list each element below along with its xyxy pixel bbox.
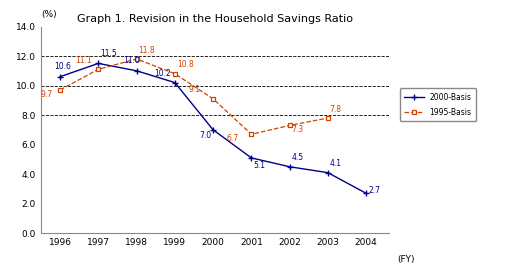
Text: 5.1: 5.1 [253,161,265,170]
Text: 11.1: 11.1 [75,56,92,65]
Text: 11.8: 11.8 [139,46,155,55]
Text: 7.0: 7.0 [200,131,212,140]
Text: 9.7: 9.7 [41,90,53,99]
Text: (%): (%) [41,10,57,19]
Text: 4.5: 4.5 [291,153,304,162]
Legend: 2000-Basis, 1995-Basis: 2000-Basis, 1995-Basis [400,88,476,121]
Text: (FY): (FY) [397,255,414,264]
Text: 10.8: 10.8 [177,60,194,69]
Text: 7.3: 7.3 [291,125,304,134]
Text: 10.6: 10.6 [54,62,71,71]
Text: 11.0: 11.0 [123,56,140,65]
Text: 2.7: 2.7 [368,186,380,195]
Text: 9.1: 9.1 [188,85,200,94]
Text: 6.7: 6.7 [226,134,239,143]
Title: Graph 1. Revision in the Household Savings Ratio: Graph 1. Revision in the Household Savin… [77,14,353,24]
Text: 11.5: 11.5 [100,48,117,58]
Text: 4.1: 4.1 [330,159,342,168]
Text: 7.8: 7.8 [330,105,342,114]
Text: 10.2: 10.2 [154,69,170,78]
